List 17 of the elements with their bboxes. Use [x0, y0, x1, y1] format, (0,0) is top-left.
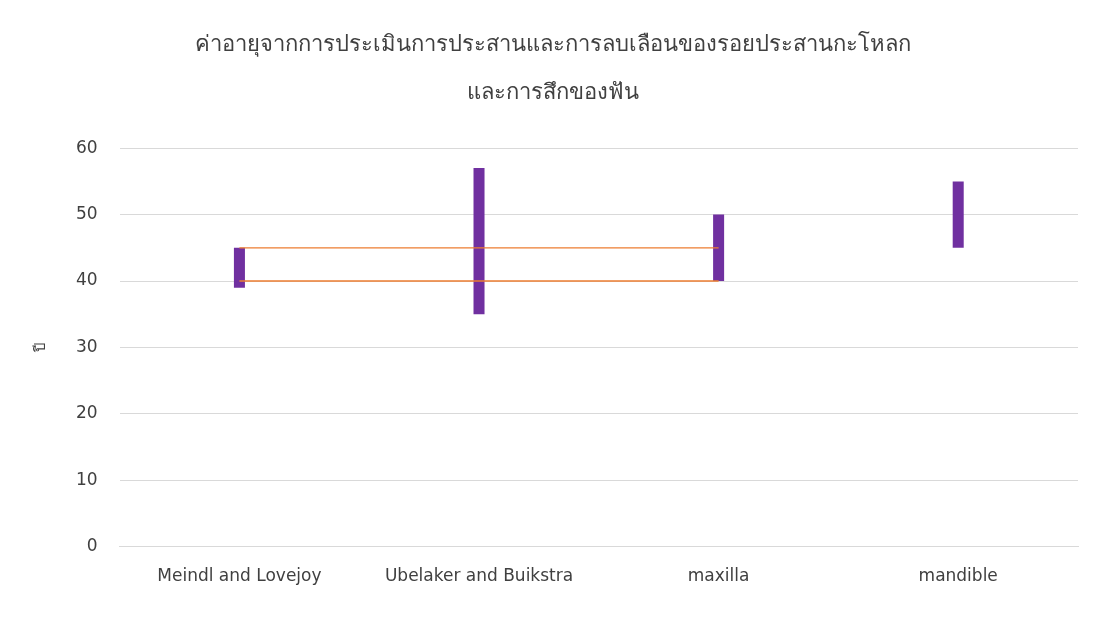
y-tick-label: 50 [75, 203, 98, 224]
bar [952, 181, 964, 248]
bar [473, 168, 485, 315]
bar [713, 214, 725, 281]
x-tick-label: maxilla [687, 565, 750, 586]
y-tick-label: 0 [86, 535, 98, 556]
bar [233, 247, 245, 288]
y-tick-label: 40 [75, 269, 98, 290]
y-tick-label: 20 [75, 402, 98, 423]
y-axis-title: ปี [30, 342, 49, 354]
x-tick-label: mandible [918, 565, 998, 586]
y-tick-label: 10 [75, 468, 98, 489]
y-tick-label: 30 [75, 335, 98, 356]
y-tick-label: 60 [75, 136, 98, 157]
x-tick-label: Meindl and Lovejoy [157, 565, 322, 586]
x-tick-label: Ubelaker and Buikstra [384, 565, 574, 586]
chart-title: ค่าอายุจากการประเมินการประสานและการลบเลือนของรอยประสานกะโหลก และการสึกของฟัน [194, 30, 912, 106]
